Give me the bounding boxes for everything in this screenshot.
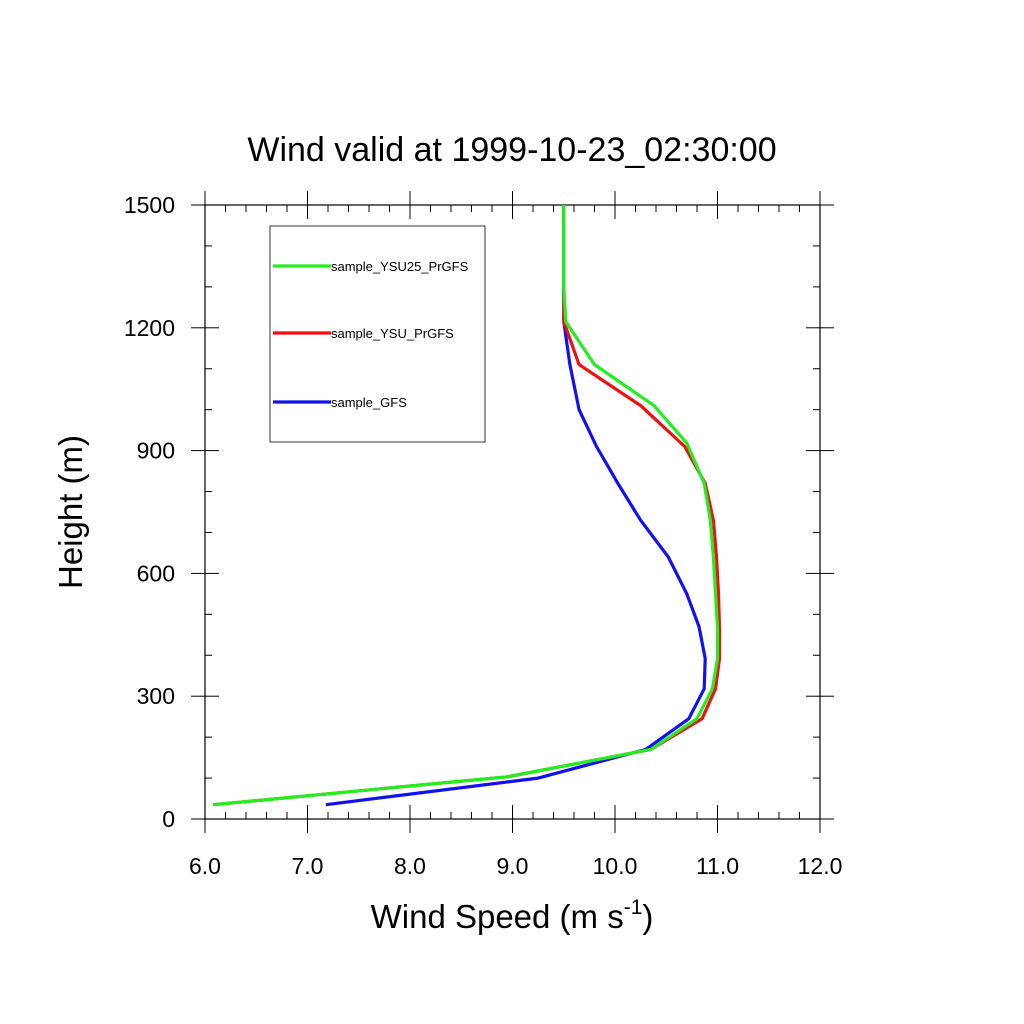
y-axis-label: Height (m) <box>52 435 89 589</box>
y-tick-label: 1500 <box>124 192 175 218</box>
x-tick-label: 9.0 <box>497 853 529 879</box>
x-axis-label-sup: -1 <box>624 896 643 919</box>
x-axis-label-main: Wind Speed (m s <box>371 898 624 935</box>
y-tick-label: 300 <box>137 683 175 709</box>
y-tick-label: 0 <box>162 806 175 832</box>
legend-label-sample_GFS: sample_GFS <box>331 395 407 410</box>
plot-axes: 6.0 7.0 8.0 9.0 10.0 11.0 12.0 0 300 600 900 1200 15… <box>124 191 843 879</box>
x-tick-label: 10.0 <box>593 853 638 879</box>
x-tick-label: 7.0 <box>292 853 324 879</box>
series-line-sample_YSU25_PrGFS <box>213 205 720 807</box>
y-tick-label: 600 <box>137 560 175 586</box>
legend-label-sample_YSU_PrGFS: sample_YSU_PrGFS <box>331 326 454 341</box>
x-axis-label-end: ) <box>642 898 653 935</box>
y-tick-label: 1200 <box>124 315 175 341</box>
x-axis-label: Wind Speed (m s-1) <box>371 896 654 935</box>
series-lines <box>213 205 722 807</box>
x-tick-label: 11.0 <box>696 853 739 879</box>
legend-label-sample_YSU25_PrGFS: sample_YSU25_PrGFS <box>331 259 469 274</box>
chart-title: Wind valid at 1999-10-23_02:30:00 <box>247 131 776 169</box>
x-tick-label: 8.0 <box>394 853 426 879</box>
legend: sample_YSU25_PrGFS sample_YSU_PrGFSsample… <box>269 225 486 443</box>
x-tick-label: 6.0 <box>189 853 221 879</box>
y-tick-label: 900 <box>137 438 175 464</box>
x-tick-label: 12.0 <box>798 853 843 879</box>
series-line-sample_YSU_PrGFS <box>213 205 722 807</box>
